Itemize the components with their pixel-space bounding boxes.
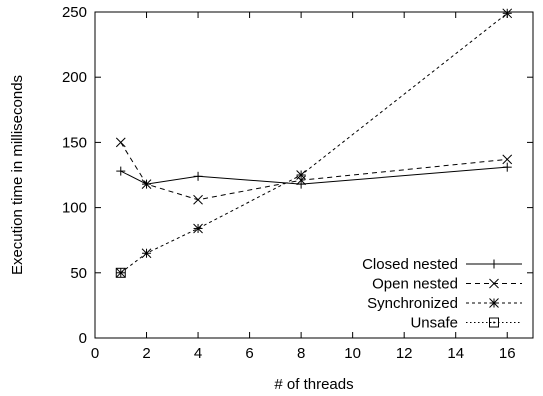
- data-point: [502, 162, 512, 172]
- legend-item: Closed nested: [362, 256, 522, 273]
- x-tick-label: 8: [297, 345, 305, 362]
- legend-label: Open nested: [372, 276, 458, 293]
- series-open-nested: [115, 137, 513, 205]
- y-axis-label: Execution time in milliseconds: [9, 75, 26, 275]
- x-tick-label: 6: [245, 345, 253, 362]
- series-line: [120, 166, 508, 185]
- legend-label: Unsafe: [410, 315, 458, 332]
- series-synchronized: [115, 8, 513, 278]
- series-line: [120, 142, 508, 201]
- series-unsafe: [115, 267, 126, 278]
- legend-item: Open nested: [372, 276, 522, 293]
- x-axis-label: # of threads: [274, 376, 353, 393]
- data-point: [141, 179, 152, 189]
- legend-label: Closed nested: [362, 256, 458, 273]
- data-point: [502, 8, 513, 19]
- data-point: [489, 298, 499, 308]
- x-tick-label: 4: [194, 345, 202, 362]
- data-point: [489, 317, 499, 328]
- data-point: [489, 278, 499, 289]
- x-tick-label: 14: [447, 345, 464, 362]
- series-layer: [115, 8, 513, 278]
- data-point: [193, 194, 203, 205]
- legend: Closed nested Open nested Synchronized Unsa…: [362, 256, 522, 332]
- legend-item: Unsafe: [410, 315, 522, 332]
- data-point: [502, 154, 513, 165]
- y-tick-label: 100: [62, 200, 87, 217]
- y-tick-label: 0: [79, 330, 87, 347]
- plot-frame: [94, 11, 534, 339]
- y-tick-label: 50: [70, 265, 87, 282]
- data-point: [296, 175, 306, 186]
- legend-item: Synchronized: [367, 295, 522, 312]
- data-point: [489, 259, 499, 269]
- x-tick-label: 12: [396, 345, 413, 362]
- axes: 0 2 4 6 8 10 12 14 16 0 50 100 150 200 250: [62, 4, 533, 362]
- x-tick-label: 16: [499, 345, 516, 362]
- x-tick-label: 0: [91, 345, 99, 362]
- series-closed-nested: [116, 162, 512, 189]
- data-point: [193, 223, 203, 234]
- data-point: [115, 267, 126, 278]
- series-line: [120, 12, 508, 274]
- data-point: [116, 166, 126, 176]
- data-point: [296, 179, 306, 189]
- y-tick-label: 250: [62, 4, 87, 21]
- data-point: [115, 137, 126, 148]
- data-point: [141, 248, 152, 259]
- legend-label: Synchronized: [367, 295, 458, 312]
- y-tick-label: 150: [62, 134, 87, 151]
- x-tick-label: 10: [344, 345, 361, 362]
- data-point: [296, 170, 306, 180]
- x-tick-label: 2: [142, 345, 150, 362]
- data-point: [193, 171, 203, 181]
- y-tick-label: 200: [62, 69, 87, 86]
